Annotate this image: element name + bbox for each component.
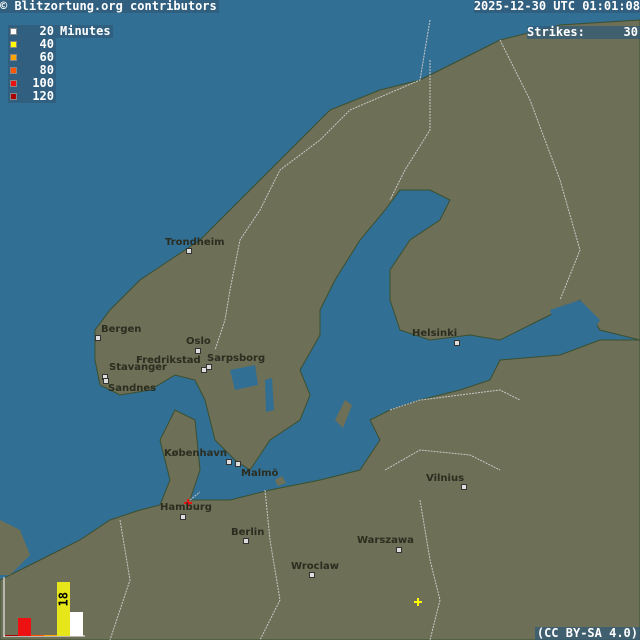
city-dot <box>461 484 467 490</box>
city-kobenhavn: København <box>164 448 228 459</box>
city-wroclaw: Wroclaw <box>291 561 339 572</box>
city-dot <box>180 514 186 520</box>
city-dot <box>454 340 460 346</box>
land-scandinavia <box>94 19 640 471</box>
legend-item: 20 Minutes <box>8 25 113 38</box>
city-dot <box>235 461 241 467</box>
city-dot <box>226 459 232 465</box>
city-dot <box>201 367 207 373</box>
city-dot <box>206 364 212 370</box>
city-dot <box>95 335 101 341</box>
land-continent <box>0 339 640 640</box>
city-dot <box>396 547 402 553</box>
land-britain <box>0 520 30 575</box>
legend-item: 100 <box>8 77 56 90</box>
legend-item: 40 <box>8 38 56 51</box>
histogram-bar <box>31 635 44 636</box>
city-sarpsborg: Sarpsborg <box>207 353 266 364</box>
city-bergen: Bergen <box>101 324 142 335</box>
city-oslo: Oslo <box>186 336 211 347</box>
city-hamburg: Hamburg <box>160 502 212 513</box>
histogram-bar <box>5 635 18 636</box>
legend-swatch <box>10 66 17 74</box>
strikes-value: 30 <box>623 25 638 39</box>
legend-label: 60 <box>39 50 54 64</box>
city-dot <box>195 348 201 354</box>
lake-ladoga <box>550 300 600 345</box>
legend-unit: Minutes <box>60 24 111 38</box>
histogram-bar <box>18 618 31 636</box>
lake-vattern <box>265 378 274 412</box>
city-dot <box>243 538 249 544</box>
histogram-bar-label: 18 <box>57 592 71 606</box>
legend-label: 40 <box>39 37 54 51</box>
legend-swatch <box>10 92 17 100</box>
city-trondheim: Trondheim <box>165 237 225 248</box>
land-bornholm <box>275 476 286 486</box>
strike-marker[interactable] <box>184 499 192 507</box>
city-helsinki: Helsinki <box>412 328 458 339</box>
license: (CC BY-SA 4.0) <box>534 626 640 640</box>
city-dot <box>103 378 109 384</box>
legend-item: 80 <box>8 64 56 77</box>
legend-label: 80 <box>39 63 54 77</box>
city-dot <box>186 248 192 254</box>
city-warszawa: Warszawa <box>357 535 414 546</box>
datetime: 2025-12-30 UTC 01:01:08 <box>473 0 640 13</box>
histogram: 18 <box>3 577 85 637</box>
legend-item: 60 <box>8 51 56 64</box>
histogram-bar <box>57 582 70 636</box>
city-malmo: Malmö <box>241 468 279 479</box>
histogram-bar <box>44 635 57 636</box>
country-borders <box>109 19 581 640</box>
legend-item: 120 <box>8 90 56 103</box>
legend-swatch <box>10 53 17 61</box>
legend-label: 120 <box>32 89 54 103</box>
lake-vanern <box>230 365 258 390</box>
city-dot <box>309 572 315 578</box>
legend-label: 100 <box>32 76 54 90</box>
city-fredrikstad: Fredrikstad <box>136 355 201 366</box>
copyright: © Blitzortung.org contributors <box>0 0 219 13</box>
legend-swatch <box>10 40 17 48</box>
legend-swatch <box>10 27 17 35</box>
land-gotland <box>335 400 352 428</box>
strikes-label: Strikes: <box>527 25 585 39</box>
legend-label: 20 <box>39 24 54 38</box>
histogram-bar <box>70 612 83 636</box>
city-vilnius: Vilnius <box>426 473 465 484</box>
strike-marker[interactable] <box>414 598 422 606</box>
city-berlin: Berlin <box>231 527 265 538</box>
strikes-counter: Strikes: 30 <box>527 26 640 39</box>
city-sandnes: Sandnes <box>108 383 157 394</box>
city-stavanger: Stavanger <box>109 362 167 373</box>
legend-swatch <box>10 79 17 87</box>
